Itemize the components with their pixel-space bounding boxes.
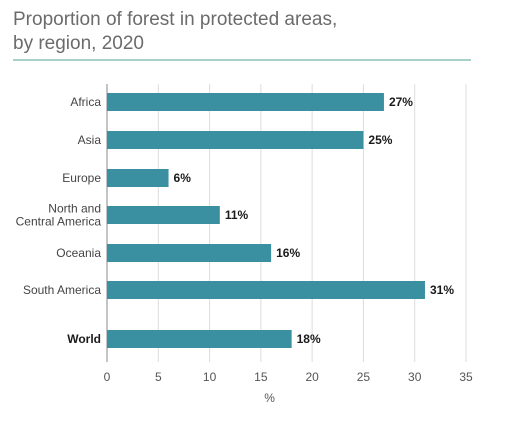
x-tick-label-2: 10 (203, 370, 217, 384)
category-label-2: Europe (62, 171, 101, 185)
bar-2 (107, 169, 169, 187)
category-label-3: North and Central America (16, 202, 102, 229)
chart-title-line-1: Proportion of forest in protected areas, (13, 9, 338, 30)
value-label-3: 11% (225, 208, 249, 222)
bar-4 (107, 244, 272, 262)
title-divider (13, 59, 471, 61)
value-label-6: 18% (297, 332, 321, 346)
x-axis-label: % (264, 391, 275, 405)
category-label-4: Oceania (56, 246, 101, 260)
x-tick-label-7: 35 (459, 370, 473, 384)
category-label-5: South America (23, 283, 101, 297)
x-tick-label-6: 30 (408, 370, 422, 384)
value-label-1: 25% (368, 133, 392, 147)
bar-3 (107, 206, 220, 224)
bar-1 (107, 131, 364, 149)
bar-0 (107, 93, 384, 111)
x-tick-label-5: 25 (357, 370, 371, 384)
value-label-0: 27% (389, 95, 413, 109)
bar-5 (107, 281, 425, 299)
chart-title: Proportion of forest in protected areas,… (13, 8, 483, 56)
x-tick-label-4: 20 (305, 370, 319, 384)
value-label-4: 16% (276, 246, 300, 260)
x-tick-label-1: 5 (155, 370, 162, 384)
category-label-1: Asia (78, 133, 102, 147)
value-label-2: 6% (174, 171, 192, 185)
value-label-5: 31% (430, 283, 454, 297)
bar-6 (107, 330, 292, 348)
category-label-0: Africa (70, 95, 101, 109)
x-tick-label-0: 0 (104, 370, 111, 384)
category-label-6: World (67, 332, 101, 346)
x-tick-label-3: 15 (254, 370, 268, 384)
chart-title-line-2: by region, 2020 (13, 33, 144, 54)
